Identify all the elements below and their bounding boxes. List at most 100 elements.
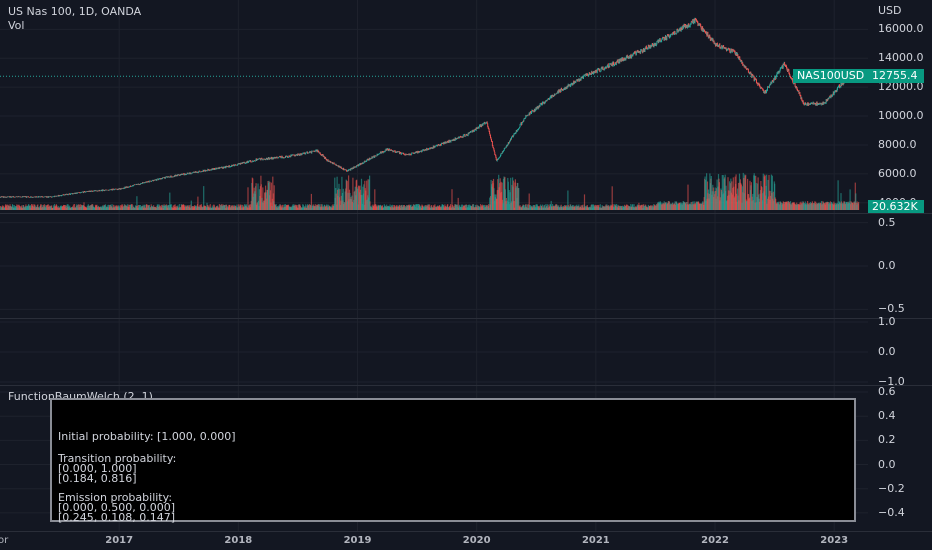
volume-bar bbox=[450, 204, 452, 210]
oscillator-2-axis[interactable]: 1.0 0.0 −1.0 bbox=[868, 315, 932, 388]
volume-bar bbox=[633, 204, 635, 210]
volume-bar bbox=[369, 201, 371, 210]
volume-bar bbox=[348, 175, 350, 210]
volume-bar bbox=[599, 204, 601, 210]
volume-bar bbox=[512, 180, 515, 210]
volume-bar bbox=[360, 178, 363, 210]
volume-bar bbox=[416, 204, 418, 210]
volume-bar bbox=[335, 193, 337, 210]
year-tick-label: 2022 bbox=[701, 535, 729, 546]
volume-bar bbox=[107, 204, 109, 210]
volume-bar bbox=[643, 204, 645, 210]
volume-bar bbox=[257, 200, 260, 210]
volume-bar bbox=[144, 204, 146, 210]
volume-bar bbox=[242, 204, 244, 210]
volume-bar bbox=[339, 189, 341, 210]
price-axis[interactable]: USD 16000.0 14000.0 12000.0 10000.0 8000.0 60… bbox=[868, 0, 932, 213]
indicator-axis[interactable]: 0.6 0.4 0.2 0.0 −0.2 −0.4 bbox=[868, 385, 932, 531]
pane-separator[interactable] bbox=[0, 318, 932, 319]
volume-bar bbox=[270, 182, 272, 210]
volume-bar bbox=[66, 204, 68, 210]
volume-bar bbox=[550, 200, 552, 210]
year-tick-label: 2018 bbox=[224, 535, 253, 546]
volume-bar bbox=[13, 205, 15, 210]
volume-bar bbox=[501, 182, 503, 210]
volume-bar bbox=[457, 197, 459, 210]
volume-bar bbox=[706, 173, 708, 210]
volume-bar bbox=[504, 189, 506, 210]
volume-bar bbox=[139, 205, 141, 210]
oscillator-1-axis[interactable]: 0.5 0.0 −0.5 bbox=[868, 214, 932, 318]
pane-separator[interactable] bbox=[0, 213, 932, 214]
volume-bar bbox=[262, 187, 264, 210]
volume-bar bbox=[725, 185, 727, 210]
time-edge-label: or bbox=[0, 535, 9, 546]
volume-bar bbox=[735, 174, 737, 210]
oscillator-pane-2[interactable] bbox=[0, 319, 868, 385]
volume-bar bbox=[464, 204, 466, 210]
volume-bar bbox=[315, 204, 317, 210]
volume-bar bbox=[346, 181, 348, 210]
axis-tick-label: 0.5 bbox=[878, 215, 896, 229]
pane-separator[interactable] bbox=[0, 385, 932, 386]
price-tick-label: 14000.0 bbox=[878, 51, 924, 65]
volume-bar bbox=[6, 204, 8, 210]
volume-bar bbox=[247, 187, 249, 210]
volume-bar bbox=[771, 175, 773, 210]
volume-bar bbox=[510, 177, 512, 210]
price-series bbox=[0, 17, 861, 198]
volume-bar bbox=[528, 193, 530, 210]
oscillator-pane-1[interactable] bbox=[0, 214, 868, 318]
volume-bar bbox=[381, 205, 383, 210]
volume-bar bbox=[543, 204, 546, 210]
volume-bar bbox=[363, 184, 365, 210]
volume-bar bbox=[352, 177, 354, 210]
initial-probability: Initial probability: [1.000, 0.000] bbox=[58, 430, 236, 443]
volume-bar bbox=[319, 204, 321, 210]
volume-bar bbox=[169, 192, 171, 210]
volume-bar bbox=[508, 190, 510, 210]
axis-tick-label: 1.0 bbox=[878, 315, 896, 328]
price-tick-label: 6000.0 bbox=[878, 166, 917, 180]
volume-bar bbox=[745, 174, 747, 210]
year-tick-label: 2021 bbox=[581, 535, 610, 546]
volume-bar bbox=[489, 197, 491, 210]
volume-bar bbox=[218, 204, 220, 210]
volume-bar bbox=[518, 188, 520, 210]
volume-bar bbox=[104, 204, 107, 210]
volume-bar bbox=[170, 204, 172, 210]
symbol-title[interactable]: US Nas 100, 1D, OANDA bbox=[8, 5, 142, 18]
volume-bar bbox=[252, 178, 254, 210]
volume-bar bbox=[249, 204, 251, 210]
axis-tick-label: 0.0 bbox=[878, 345, 896, 358]
axis-tick-label: −0.5 bbox=[878, 302, 905, 316]
volume-legend[interactable]: Vol bbox=[8, 19, 25, 32]
price-pane[interactable]: US Nas 100, 1D, OANDA Vol bbox=[0, 0, 868, 213]
volume-bar bbox=[83, 202, 85, 210]
volume-bar bbox=[321, 204, 323, 210]
currency-label: USD bbox=[878, 4, 902, 17]
volume-bar bbox=[761, 187, 763, 210]
volume-bar bbox=[197, 196, 199, 210]
price-tick-label: 8000.0 bbox=[878, 137, 917, 151]
time-axis-separator bbox=[0, 531, 932, 532]
volume-bar bbox=[257, 183, 259, 210]
year-tick-label: 2017 bbox=[105, 535, 134, 546]
axis-tick-label: −1.0 bbox=[878, 375, 905, 388]
volume-bar bbox=[750, 182, 752, 210]
volume-bar bbox=[72, 204, 75, 210]
volume-bar bbox=[737, 182, 740, 210]
volume-bar bbox=[567, 190, 569, 210]
volume-bar bbox=[73, 204, 76, 210]
volume-bar bbox=[255, 183, 257, 210]
axis-tick-label: −0.4 bbox=[878, 505, 905, 519]
volume-bar bbox=[611, 186, 613, 210]
volume-bar bbox=[236, 204, 238, 210]
volume-bar bbox=[716, 179, 718, 210]
time-axis[interactable]: 2017 2018 2019 2020 2021 2022 2023 or bbox=[0, 532, 868, 550]
volume-bar bbox=[361, 195, 363, 210]
axis-tick-label: 0.2 bbox=[878, 433, 896, 447]
price-chart[interactable] bbox=[0, 0, 868, 213]
volume-bar bbox=[507, 181, 509, 210]
volume-bar bbox=[757, 177, 759, 210]
